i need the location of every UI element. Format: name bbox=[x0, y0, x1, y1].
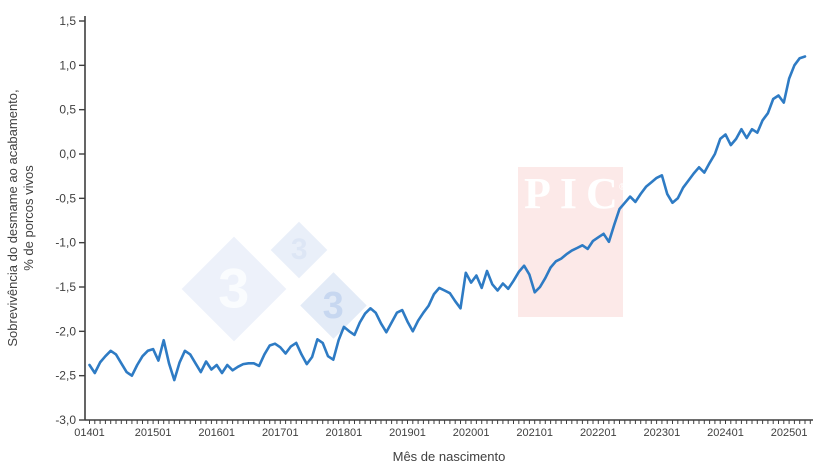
x-tick-label: 201801 bbox=[326, 427, 363, 439]
x-axis-title: Mês de nascimento bbox=[392, 449, 506, 464]
pic-watermark-text: PIC® bbox=[524, 169, 627, 218]
y-tick-label: 0,0 bbox=[59, 147, 76, 161]
y-tick-label: -1,5 bbox=[55, 280, 76, 294]
x-tick-label: 201601 bbox=[198, 427, 235, 439]
y-tick-label: -2,5 bbox=[55, 369, 76, 383]
x-tick-label: 201901 bbox=[389, 427, 426, 439]
x-month-ticks bbox=[89, 420, 811, 424]
x-tick-label: 201501 bbox=[135, 427, 172, 439]
y-ticks-and-labels: 1,5 1,0 0,5 0,0 -0,5 -1,0 -1,5 -2,0 -2,5 -3,0 bbox=[55, 14, 85, 427]
registered-mark: ® bbox=[618, 181, 627, 193]
x-tick-labels: 01401 201501 201601 201701 201801 201901 20200… bbox=[74, 427, 807, 439]
x-tick-label: 202401 bbox=[707, 427, 744, 439]
y-tick-label: 1,0 bbox=[59, 58, 76, 72]
x-tick-label: 202501 bbox=[771, 427, 808, 439]
y-axis-title-line2: % de porcos vivos bbox=[21, 165, 37, 271]
y-tick-label: 0,5 bbox=[59, 103, 76, 117]
x-tick-label: 201701 bbox=[262, 427, 299, 439]
y-tick-label: -0,5 bbox=[55, 191, 76, 205]
x-tick-label: 01401 bbox=[74, 427, 105, 439]
y-tick-label: 1,5 bbox=[59, 14, 76, 28]
x-tick-label: 202301 bbox=[644, 427, 681, 439]
y-tick-label: -3,0 bbox=[55, 413, 76, 427]
y-axis-title: Sobrevivência do desmame ao acabamento, … bbox=[5, 3, 39, 433]
y-axis-title-line1: Sobrevivência do desmame ao acabamento, bbox=[5, 89, 20, 347]
x-tick-label: 202001 bbox=[453, 427, 490, 439]
x-tick-label: 202101 bbox=[516, 427, 553, 439]
y-tick-label: -2,0 bbox=[55, 324, 76, 338]
survival-line bbox=[88, 55, 807, 382]
x-tick-label: 202201 bbox=[580, 427, 617, 439]
y-tick-label: -1,0 bbox=[55, 236, 76, 250]
